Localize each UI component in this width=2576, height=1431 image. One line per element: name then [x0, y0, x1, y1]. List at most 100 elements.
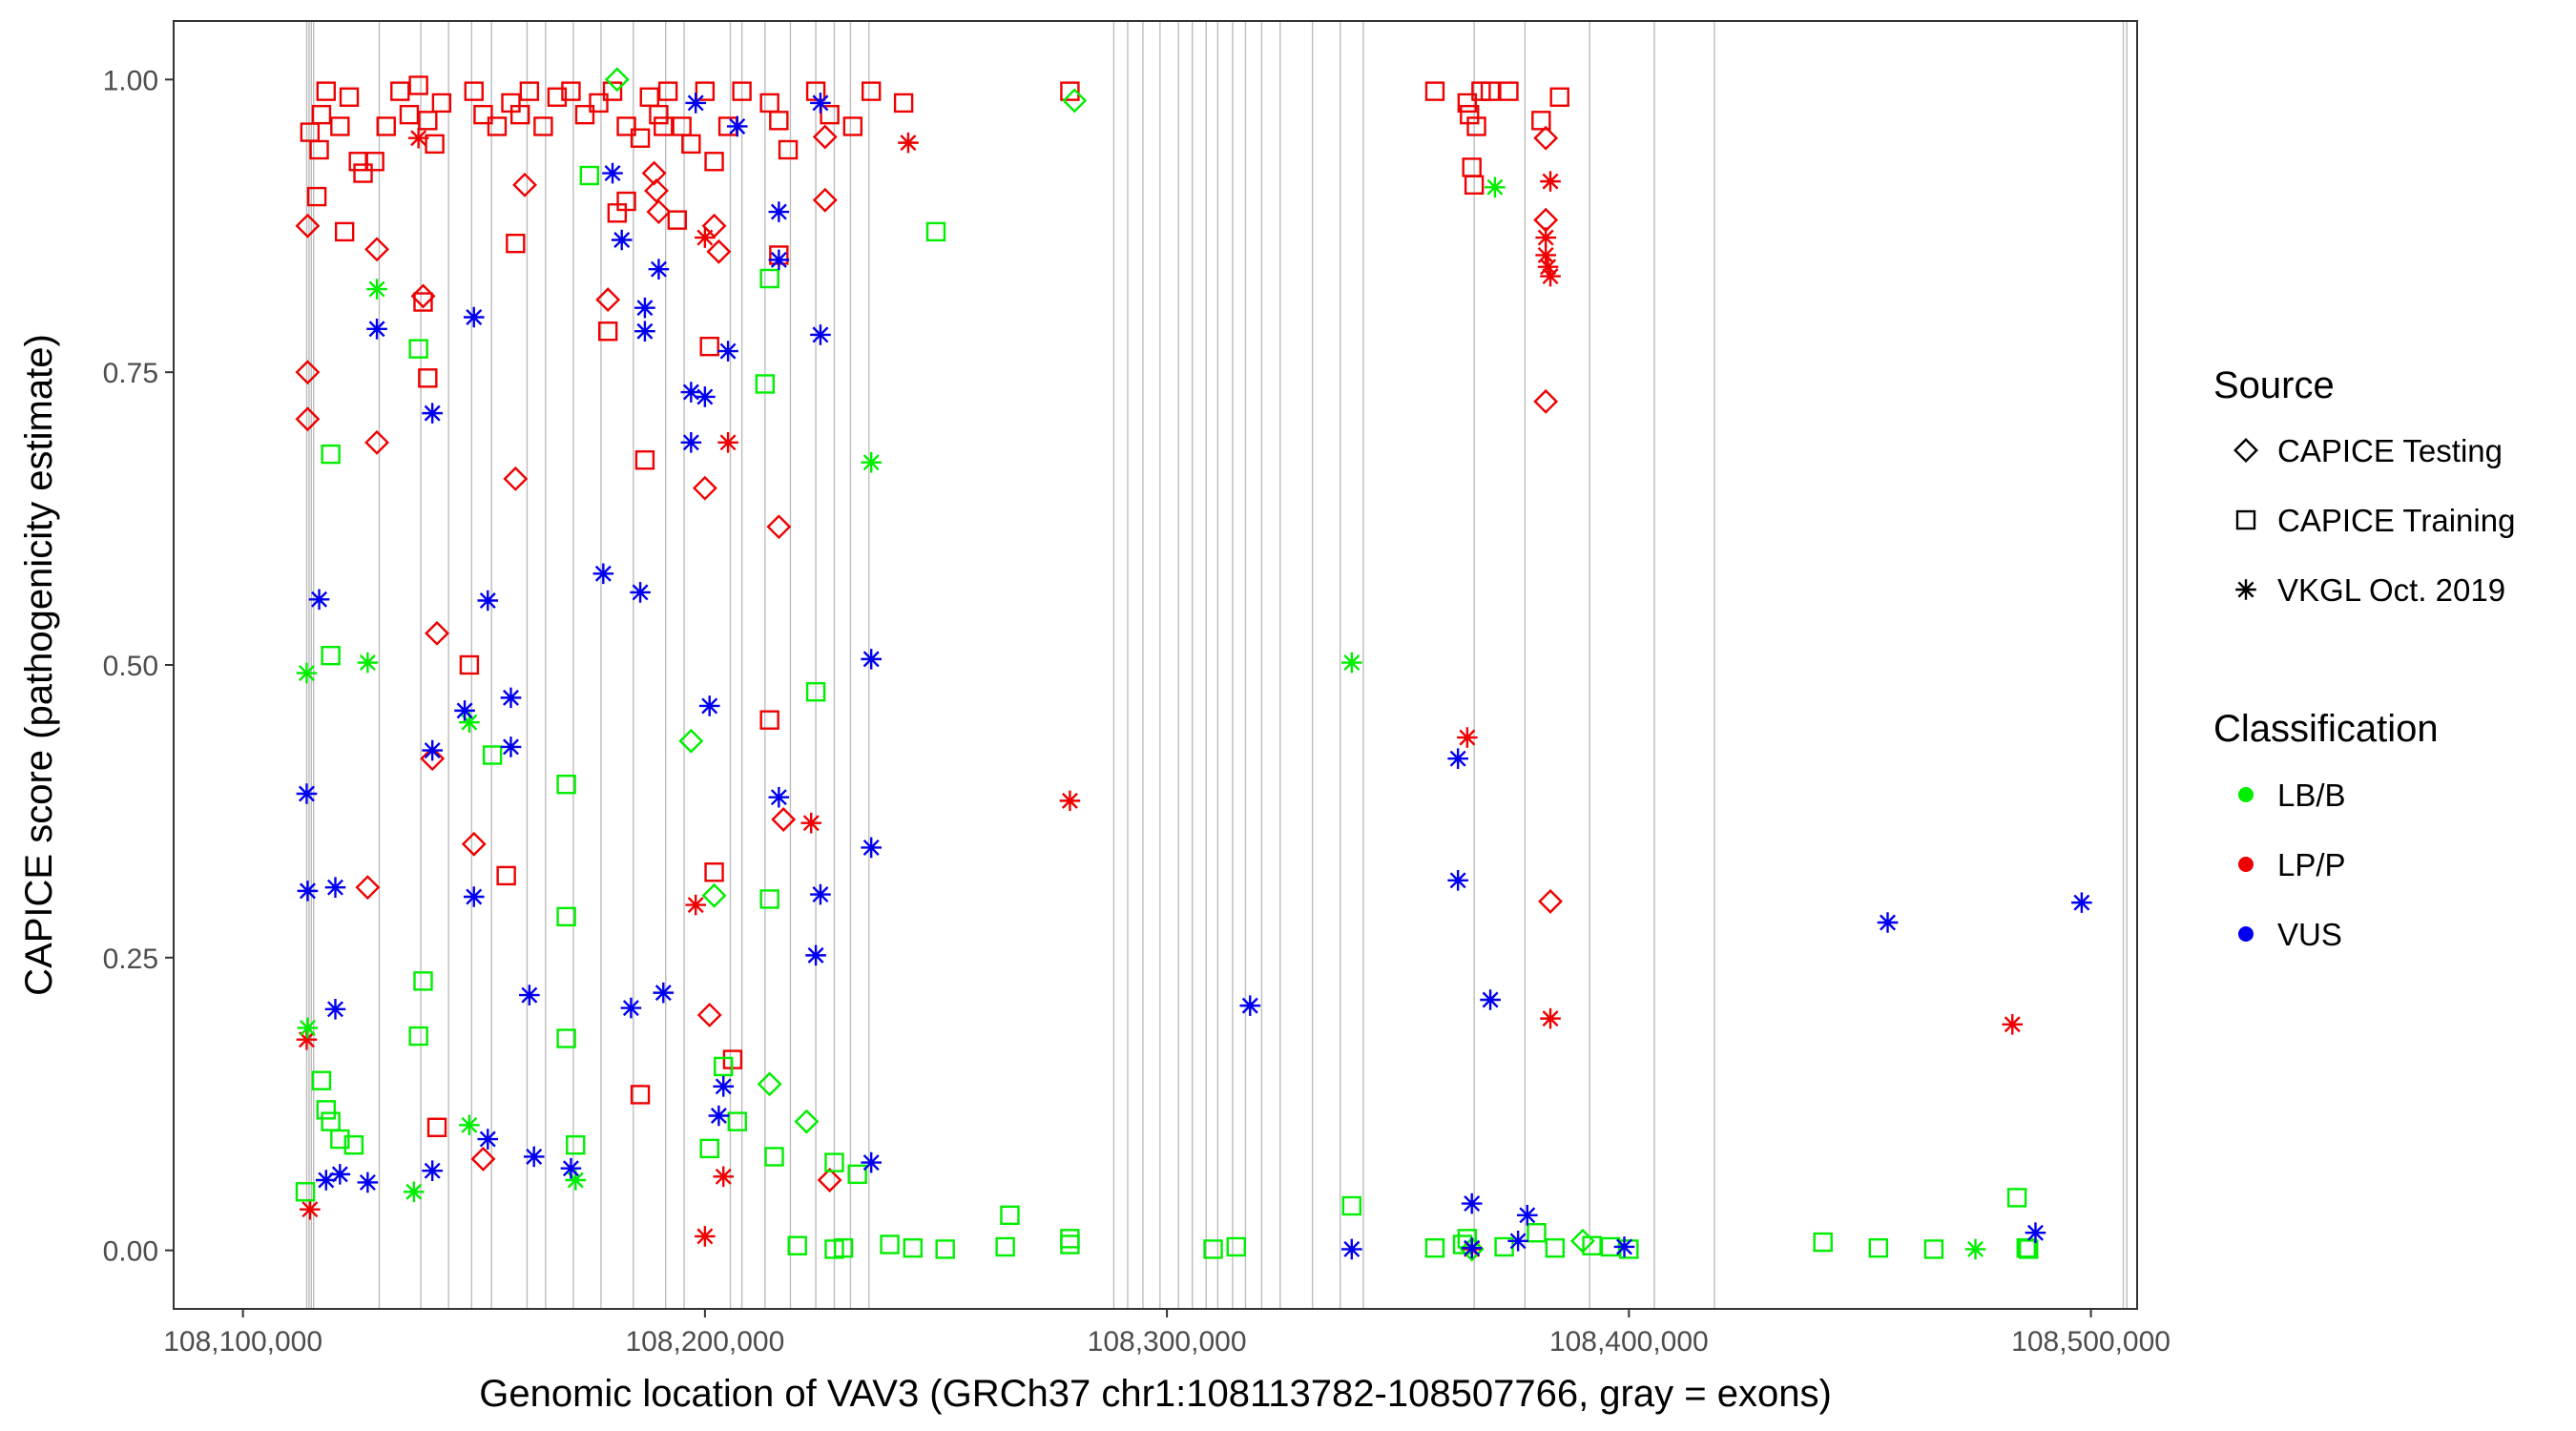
data-point — [408, 1026, 428, 1047]
data-point — [459, 1114, 480, 1136]
data-point — [805, 682, 826, 702]
data-point — [413, 971, 433, 991]
data-point — [519, 81, 540, 101]
data-point — [418, 111, 438, 131]
data-point — [579, 165, 600, 186]
data-point — [477, 590, 499, 612]
data-point — [616, 191, 636, 212]
data-point — [295, 1182, 316, 1202]
x-tick-label: 108,300,000 — [1088, 1326, 1247, 1358]
legend-class-item: VUS — [2238, 917, 2342, 952]
data-point — [297, 1017, 319, 1039]
data-point — [861, 1151, 882, 1173]
data-point — [2006, 1188, 2027, 1208]
data-point — [364, 237, 390, 262]
data-point — [768, 249, 790, 271]
data-point — [431, 93, 452, 114]
data-point — [771, 807, 797, 832]
data-point — [296, 662, 318, 684]
data-point — [357, 1172, 379, 1193]
data-point — [1341, 1195, 1362, 1216]
data-point — [699, 336, 719, 357]
data-point — [1540, 265, 1561, 287]
data-point — [794, 1109, 820, 1134]
legend-class-symbol — [2238, 926, 2254, 942]
data-point — [685, 93, 706, 114]
data-point — [503, 466, 529, 491]
data-point — [366, 279, 387, 300]
data-point — [295, 360, 321, 385]
data-point — [680, 382, 702, 403]
data-point — [315, 1170, 337, 1191]
y-tick-label: 1.00 — [103, 65, 158, 96]
data-point — [817, 1168, 842, 1192]
data-point — [646, 199, 672, 224]
data-point — [500, 687, 522, 709]
data-point — [565, 1170, 587, 1191]
data-point — [824, 1152, 844, 1172]
data-point — [1480, 989, 1501, 1010]
data-point — [1059, 790, 1081, 812]
data-point — [425, 620, 449, 646]
y-tick-label: 0.50 — [103, 651, 158, 682]
data-point — [364, 429, 390, 455]
data-point — [1537, 256, 1559, 278]
data-point — [1540, 171, 1561, 192]
data-point — [648, 259, 670, 280]
data-point — [717, 341, 738, 362]
data-point — [695, 1226, 716, 1247]
data-point — [407, 127, 429, 149]
data-point — [454, 700, 475, 721]
data-point — [1060, 1229, 1080, 1249]
data-point — [1447, 748, 1468, 769]
exon-lines — [305, 21, 2128, 1309]
data-point — [861, 649, 882, 670]
data-point — [620, 997, 642, 1019]
data-point — [1540, 1007, 1561, 1029]
data-point — [630, 1085, 651, 1105]
data-point — [2071, 892, 2092, 913]
legend-class-item: LB/B — [2238, 778, 2346, 813]
data-point — [634, 450, 655, 470]
data-point — [339, 87, 360, 107]
data-point — [477, 1129, 499, 1150]
legend-class-title: Classification — [2213, 708, 2439, 750]
data-point — [759, 889, 779, 909]
legend: Source CAPICE Testing CAPICE Training VKGL… — [2213, 364, 2515, 952]
legend-source-title: Source — [2213, 364, 2335, 406]
data-point — [418, 368, 438, 388]
data-point — [1239, 995, 1261, 1016]
data-point — [295, 406, 321, 432]
data-point — [321, 645, 341, 666]
data-point — [410, 283, 436, 309]
data-point — [695, 81, 716, 101]
x-tick-label: 108,500,000 — [2011, 1326, 2171, 1358]
y-tick-label: 0.75 — [103, 358, 158, 389]
y-tick-label: 0.25 — [103, 944, 158, 975]
data-point — [699, 1138, 719, 1159]
data-point — [1531, 111, 1551, 131]
data-point — [861, 81, 882, 101]
legend-source-item: VKGL Oct. 2019 — [2235, 572, 2505, 608]
data-point — [812, 124, 838, 150]
legend-class-symbol — [2238, 857, 2254, 872]
data-point — [506, 233, 526, 254]
data-point — [824, 1239, 844, 1259]
data-point — [1813, 1232, 1833, 1253]
data-point — [1545, 1237, 1566, 1258]
data-point — [630, 582, 651, 603]
data-point — [2016, 1237, 2036, 1258]
data-point — [616, 116, 636, 136]
data-point — [464, 81, 484, 101]
data-point — [695, 227, 716, 248]
series-capice-training-lb-b — [295, 165, 2039, 1259]
data-point — [717, 432, 738, 453]
data-point — [463, 306, 485, 328]
data-point — [595, 287, 621, 313]
data-point — [1499, 81, 1519, 101]
data-point — [800, 812, 822, 834]
data-point — [309, 139, 329, 160]
data-point — [376, 116, 396, 136]
data-point — [847, 1164, 867, 1185]
data-point — [300, 1198, 321, 1220]
